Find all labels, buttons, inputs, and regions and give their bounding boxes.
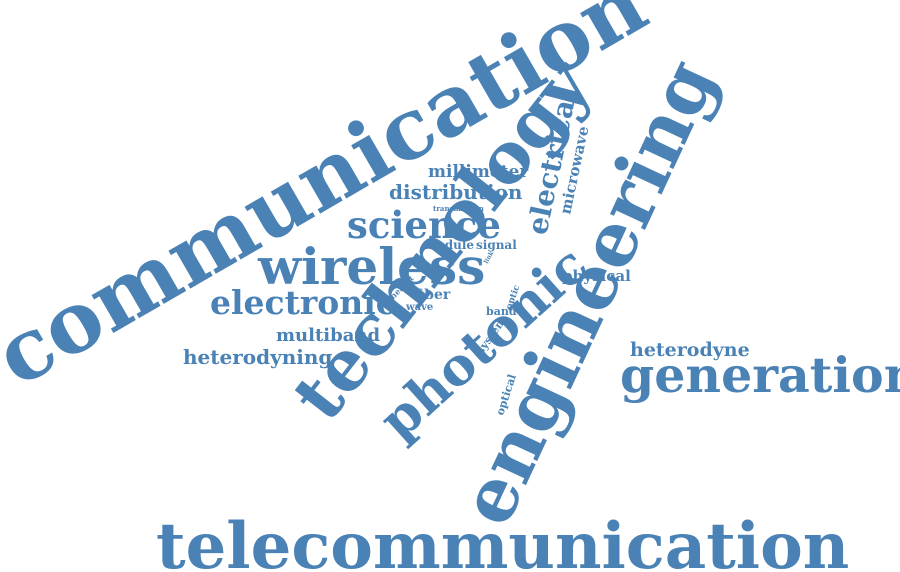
word-distribution: distribution (389, 180, 523, 204)
word-fiber: fiber (414, 287, 451, 303)
word-band: band (486, 305, 517, 318)
word-physical: physical (562, 267, 631, 285)
word-electronic: electronic (210, 283, 396, 322)
word-wave: wave (405, 302, 433, 313)
word-transmission: transmission (433, 204, 484, 213)
word-heterodyne: heterodyne (630, 339, 750, 361)
word-heterodyning: heterodyning (183, 345, 332, 369)
word-module: module (424, 238, 474, 252)
word-station: station (424, 270, 444, 276)
word-millimeter: millimeter (428, 162, 529, 182)
word-signal: signal (476, 238, 517, 252)
word-multiband: multiband (276, 325, 380, 346)
